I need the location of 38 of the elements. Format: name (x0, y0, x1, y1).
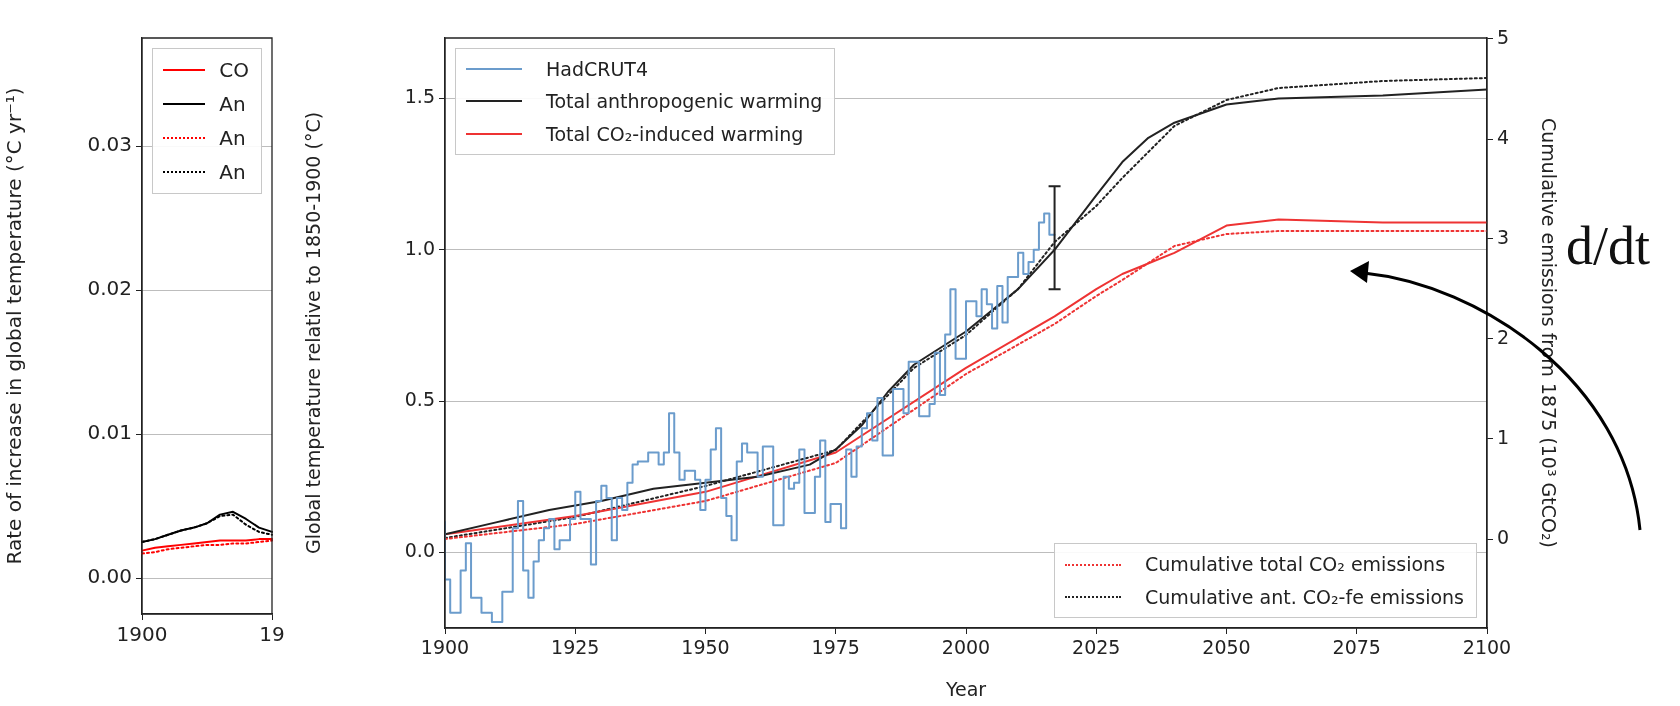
y2-tick-label: 2 (1497, 325, 1510, 348)
x-tick-label: 1950 (681, 636, 730, 659)
y2-tick-label: 5 (1497, 25, 1510, 48)
y2-tick-label: 1 (1497, 425, 1510, 448)
legend-label: An (219, 91, 246, 118)
y-tick-label: 0.00 (87, 564, 132, 589)
x-tick-label: 19 (259, 622, 285, 647)
x-tick-label: 2000 (941, 636, 991, 659)
y-tick-label: 1.5 (404, 85, 435, 108)
legend-label: CO (219, 57, 249, 84)
x-tick-label: 1900 (420, 636, 470, 659)
legend-label: Total CO₂-induced warming (546, 121, 804, 147)
x-tick-label: 2100 (1462, 636, 1512, 659)
x-tick-label: 1975 (811, 636, 860, 659)
y-tick-label: 0.0 (404, 539, 435, 562)
legend-label: An (219, 125, 246, 152)
legend-label: HadCRUT4 (546, 57, 649, 82)
y-tick-label: 0.5 (404, 388, 435, 411)
y-tick-label: 0.02 (87, 276, 132, 301)
legend-label: Total anthropogenic warming (546, 89, 823, 115)
y-tick-label: 0.03 (87, 132, 132, 157)
legend-label: An (219, 159, 246, 186)
y-axis-title: Rate of increase in global temperature (°C yr⁻¹) (2, 87, 27, 565)
y-axis-title: Global temperature relative to 1850-1900 (°C) (302, 111, 325, 555)
legend-label: Cumulative ant. CO₂-fe emissions (1145, 584, 1464, 610)
y2-tick-label: 0 (1497, 525, 1510, 548)
y-tick-label: 0.01 (87, 420, 132, 445)
x-tick-label: 1900 (116, 622, 168, 647)
x-axis-title: Year (944, 677, 987, 700)
y2-tick-label: 3 (1497, 225, 1510, 248)
y2-tick-label: 4 (1497, 125, 1510, 148)
x-tick-label: 2075 (1332, 636, 1381, 659)
text: d/dt (1566, 215, 1651, 277)
x-tick-label: 2025 (1072, 636, 1121, 659)
x-tick-label: 1925 (551, 636, 600, 659)
legend-label: Cumulative total CO₂ emissions (1145, 552, 1446, 578)
x-tick-label: 2050 (1202, 636, 1251, 659)
y-tick-label: 1.0 (404, 236, 435, 259)
